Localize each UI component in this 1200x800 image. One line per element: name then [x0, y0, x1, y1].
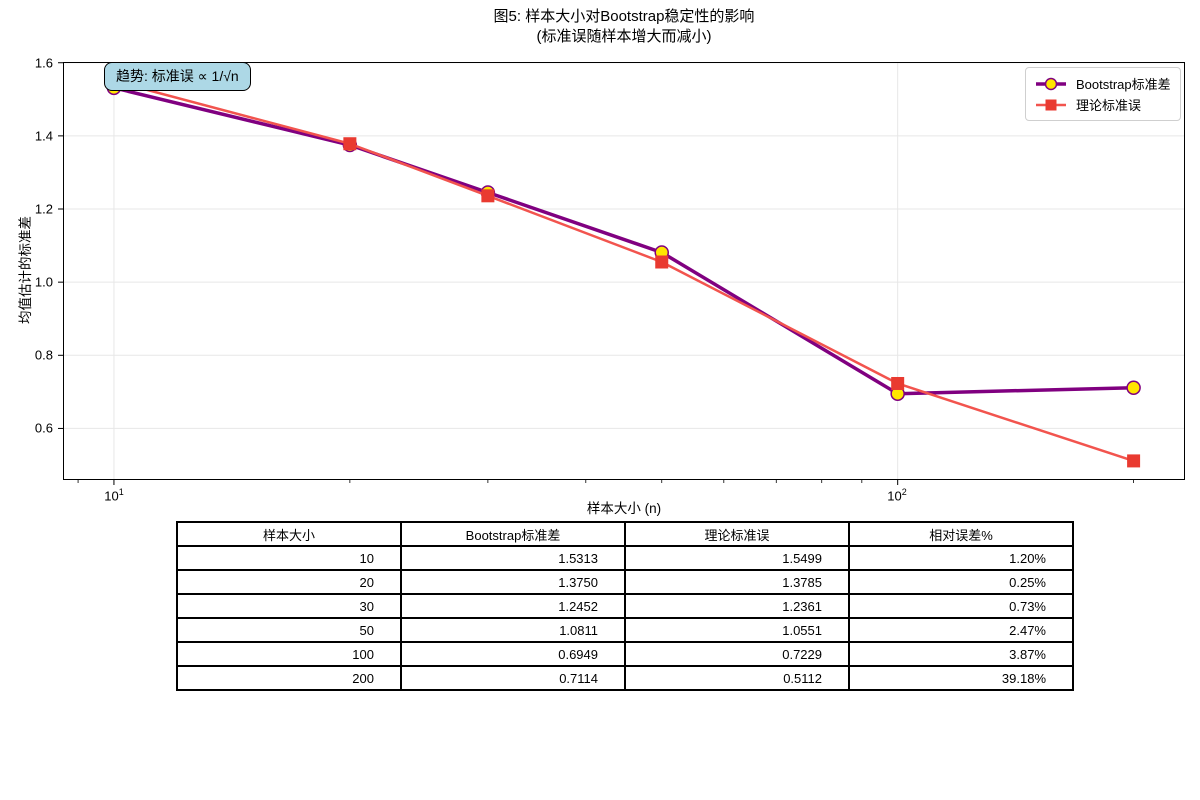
- table-cell: 1.0551: [624, 617, 850, 643]
- table-cell: 0.73%: [848, 593, 1074, 619]
- y-tick-label: 1.0: [34, 274, 53, 290]
- series-1-marker: [655, 255, 669, 269]
- table-cell: 20: [176, 569, 402, 595]
- series-1-line: [112, 79, 1135, 463]
- table-cell: 0.25%: [848, 569, 1074, 595]
- legend-label: Bootstrap标准差: [1076, 77, 1171, 92]
- series-1-marker: [891, 376, 905, 390]
- plot-area: [58, 62, 1185, 485]
- y-axis-label: 均值估计的标准差: [18, 216, 33, 324]
- y-tick-label: 0.8: [34, 347, 53, 363]
- table-header-row: 样本大小 Bootstrap标准差 理论标准误 相对误差%: [176, 521, 1074, 547]
- table-header-cell: 相对误差%: [848, 521, 1074, 547]
- x-tick-label-10: 101: [104, 487, 123, 503]
- table-cell: 50: [176, 617, 402, 643]
- series-1-marker: [481, 189, 495, 203]
- table-header-cell: 理论标准误: [624, 521, 850, 547]
- table-cell: 1.2452: [400, 593, 626, 619]
- chart-title-line1: 图5: 样本大小对Bootstrap稳定性的影响: [493, 8, 755, 25]
- series-0-group: [106, 80, 1141, 401]
- table-header: 样本大小 Bootstrap标准差 理论标准误 相对误差%: [176, 521, 1074, 547]
- series-1-marker: [343, 137, 357, 151]
- table-cell: 1.5499: [624, 545, 850, 571]
- chart-title-line2: (标准误随样本增大而减小): [536, 28, 712, 45]
- series-1-marker: [1127, 454, 1141, 468]
- table-row: 200 0.7114 0.5112 39.18%: [176, 665, 1074, 691]
- table-cell: 100: [176, 641, 402, 667]
- series-0-marker: [1126, 380, 1141, 395]
- table-cell: 200: [176, 665, 402, 691]
- table-cell: 0.7229: [624, 641, 850, 667]
- x-tick-exponent: 1: [118, 487, 124, 497]
- x-tick-base: 10: [887, 488, 902, 504]
- table-cell: 3.87%: [848, 641, 1074, 667]
- chart-title: 图5: 样本大小对Bootstrap稳定性的影响 (标准误随样本增大而减小): [63, 7, 1185, 47]
- legend-entry: 理论标准误: [1035, 94, 1171, 115]
- table-row: 10 1.5313 1.5499 1.20%: [176, 545, 1074, 571]
- table-body: 10 1.5313 1.5499 1.20% 20 1.3750 1.3785 0.25% 30…: [176, 545, 1074, 691]
- x-tick-label-100: 102: [887, 487, 906, 503]
- x-axis-label: 样本大小 (n): [586, 501, 662, 516]
- series-1-group: [107, 74, 1141, 468]
- trend-annotation: 趋势: 标准误 ∝ 1/√n: [104, 62, 251, 91]
- y-tick-label: 1.4: [34, 128, 53, 144]
- x-tick-base: 10: [104, 488, 119, 504]
- table-cell: 1.3750: [400, 569, 626, 595]
- table-header-cell: Bootstrap标准差: [400, 521, 626, 547]
- table-cell: 0.7114: [400, 665, 626, 691]
- legend: Bootstrap标准差 理论标准误: [1025, 67, 1181, 121]
- table-row: 100 0.6949 0.7229 3.87%: [176, 641, 1074, 667]
- table-cell: 30: [176, 593, 402, 619]
- table-row: 20 1.3750 1.3785 0.25%: [176, 569, 1074, 595]
- y-tick-label: 1.6: [34, 55, 53, 71]
- table-cell: 1.5313: [400, 545, 626, 571]
- legend-label: 理论标准误: [1076, 98, 1142, 113]
- plot-spines: [63, 62, 1185, 480]
- table-row: 30 1.2452 1.2361 0.73%: [176, 593, 1074, 619]
- legend-entry: Bootstrap标准差: [1035, 73, 1171, 94]
- chart-plot-svg: [58, 62, 1185, 485]
- table-cell: 1.0811: [400, 617, 626, 643]
- axis-ticks: [58, 62, 1135, 485]
- table-cell: 10: [176, 545, 402, 571]
- y-tick-label: 1.2: [34, 201, 53, 217]
- table-header-cell: 样本大小: [176, 521, 402, 547]
- series-0-line: [112, 86, 1136, 396]
- table-cell: 1.20%: [848, 545, 1074, 571]
- summary-table: 样本大小 Bootstrap标准差 理论标准误 相对误差% 10 1.5313 1.549…: [176, 521, 1074, 691]
- table-cell: 1.2361: [624, 593, 850, 619]
- table-cell: 39.18%: [848, 665, 1074, 691]
- table-row: 50 1.0811 1.0551 2.47%: [176, 617, 1074, 643]
- y-tick-label: 0.6: [34, 420, 53, 436]
- legend-marker-sample: [1036, 77, 1066, 90]
- table-cell: 2.47%: [848, 617, 1074, 643]
- gridlines: [63, 62, 1185, 480]
- table-cell: 0.6949: [400, 641, 626, 667]
- x-tick-exponent: 2: [901, 487, 907, 497]
- table-cell: 0.5112: [624, 665, 850, 691]
- table-cell: 1.3785: [624, 569, 850, 595]
- legend-marker-sample: [1036, 99, 1066, 110]
